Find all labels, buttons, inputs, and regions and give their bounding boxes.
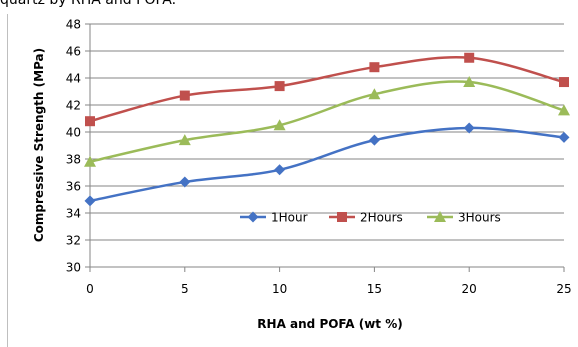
- y-tick-label: 34: [66, 207, 81, 221]
- y-tick-label: 42: [66, 99, 81, 113]
- data-point-1hour: [179, 176, 191, 188]
- figure-caption: quartz by RHA and POFA.: [0, 0, 177, 8]
- legend-marker-2hours: [337, 212, 347, 222]
- legend-marker-3hours: [434, 211, 446, 222]
- data-point-3hours: [463, 76, 476, 88]
- x-axis-label: RHA and POFA (wt %): [257, 317, 402, 331]
- data-point-1hour: [558, 131, 570, 143]
- y-tick-label: 48: [66, 18, 81, 32]
- data-point-2hours: [85, 116, 95, 127]
- data-point-1hour: [368, 134, 380, 146]
- x-tick-label: 10: [272, 282, 287, 296]
- y-tick-label: 32: [66, 234, 81, 248]
- series-line-3hours: [89, 80, 565, 163]
- legend-label-2hours: 2Hours: [360, 211, 403, 225]
- data-point-2hours: [274, 81, 285, 92]
- data-point-3hours: [368, 88, 381, 100]
- y-axis-label: Compressive Strength (MPa): [32, 48, 46, 242]
- data-point-3hours: [273, 119, 286, 131]
- data-point-3hours: [178, 134, 191, 146]
- data-point-3hours: [558, 104, 570, 116]
- legend: 1Hour 2Hours 3Hours: [240, 211, 501, 225]
- data-point-2hours: [464, 52, 475, 63]
- series-line-1hour: [89, 126, 565, 203]
- axes: [85, 23, 565, 272]
- x-tick-label: 0: [86, 282, 94, 296]
- data-point-1hour: [463, 122, 475, 134]
- legend-label-1hour: 1Hour: [271, 211, 308, 225]
- y-tick-label: 36: [66, 180, 81, 194]
- data-point-1hour: [84, 195, 96, 207]
- series-lines: [89, 56, 565, 203]
- gridlines: [90, 23, 564, 241]
- y-tick-labels: 30 32 34 36 38 40 42 44 46 48: [66, 18, 81, 275]
- x-tick-label: 5: [181, 282, 189, 296]
- x-tick-label: 15: [367, 282, 382, 296]
- y-tick-label: 38: [66, 153, 81, 167]
- x-tick-labels: 0 5 10 15 20 25: [86, 282, 571, 296]
- legend-marker-1hour: [247, 211, 259, 223]
- y-tick-label: 46: [66, 45, 81, 59]
- data-point-2hours: [559, 77, 569, 88]
- data-point-1hour: [274, 164, 286, 176]
- data-point-3hours: [84, 155, 96, 167]
- data-point-2hours: [369, 62, 380, 73]
- series-markers: [84, 52, 570, 207]
- y-tick-label: 30: [66, 261, 81, 275]
- legend-label-3hours: 3Hours: [458, 211, 501, 225]
- y-tick-label: 44: [66, 72, 81, 86]
- x-tick-label: 25: [556, 282, 571, 296]
- x-tick-label: 20: [462, 282, 477, 296]
- series-line-2hours: [89, 56, 565, 123]
- data-point-2hours: [179, 90, 190, 101]
- y-tick-label: 40: [66, 126, 81, 140]
